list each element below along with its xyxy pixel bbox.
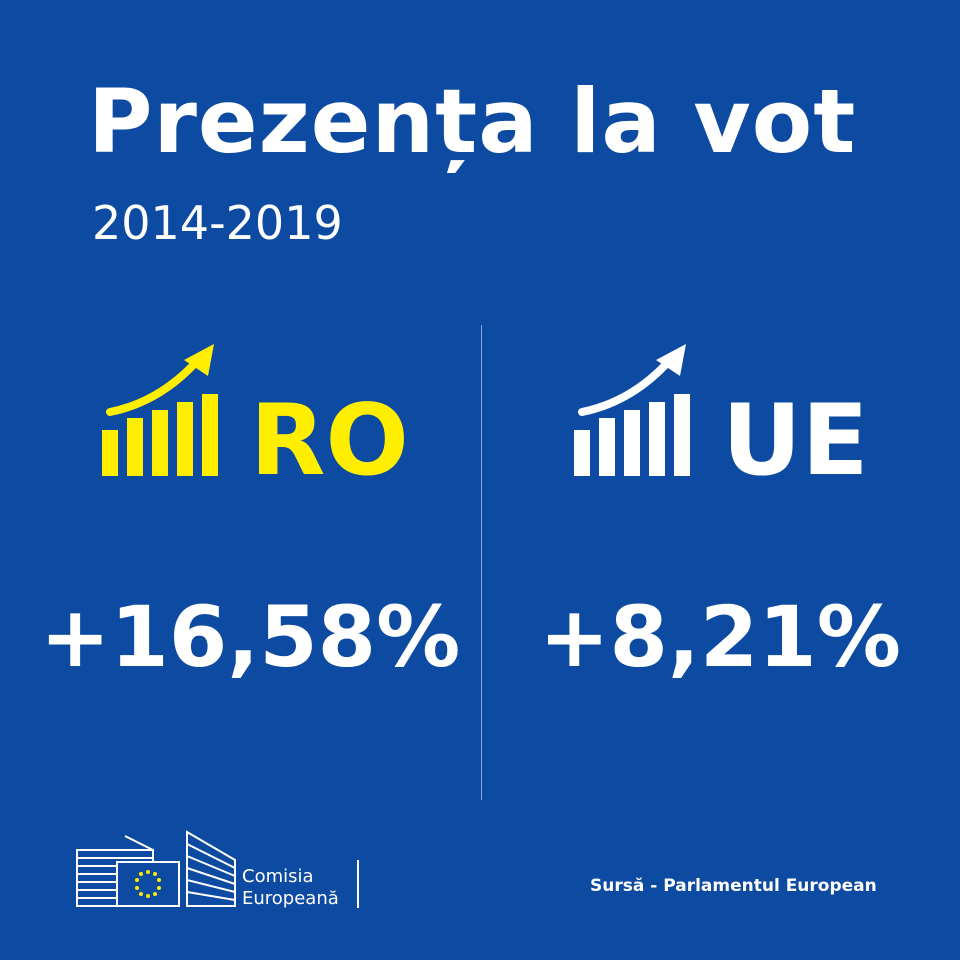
ue-turnout-change: +8,21% <box>539 588 901 686</box>
page-title: Prezența la vot <box>88 70 857 173</box>
source-note: Sursă - Parlamentul European <box>590 876 877 896</box>
ro-panel: RO <box>100 340 409 500</box>
logo-line-1: Comisia <box>242 866 314 887</box>
column-divider <box>481 325 482 800</box>
rising-bar-chart-icon <box>574 344 690 476</box>
logo-divider <box>357 860 359 908</box>
country-code-ue: UE <box>722 384 869 498</box>
logo-line-2: Europeană <box>242 888 339 909</box>
berlaymont-building-icon <box>76 830 236 907</box>
european-commission-logo <box>76 830 236 907</box>
ec-logo-text: Comisia Europeană <box>242 866 339 910</box>
rising-bar-chart-icon <box>102 344 218 476</box>
ro-turnout-change: +16,58% <box>40 588 461 686</box>
ue-panel: UE <box>572 340 872 500</box>
country-code-ro: RO <box>250 384 409 498</box>
period-subtitle: 2014-2019 <box>92 196 343 250</box>
eu-flag-icon <box>116 861 180 907</box>
eu-stars-icon <box>135 870 161 898</box>
